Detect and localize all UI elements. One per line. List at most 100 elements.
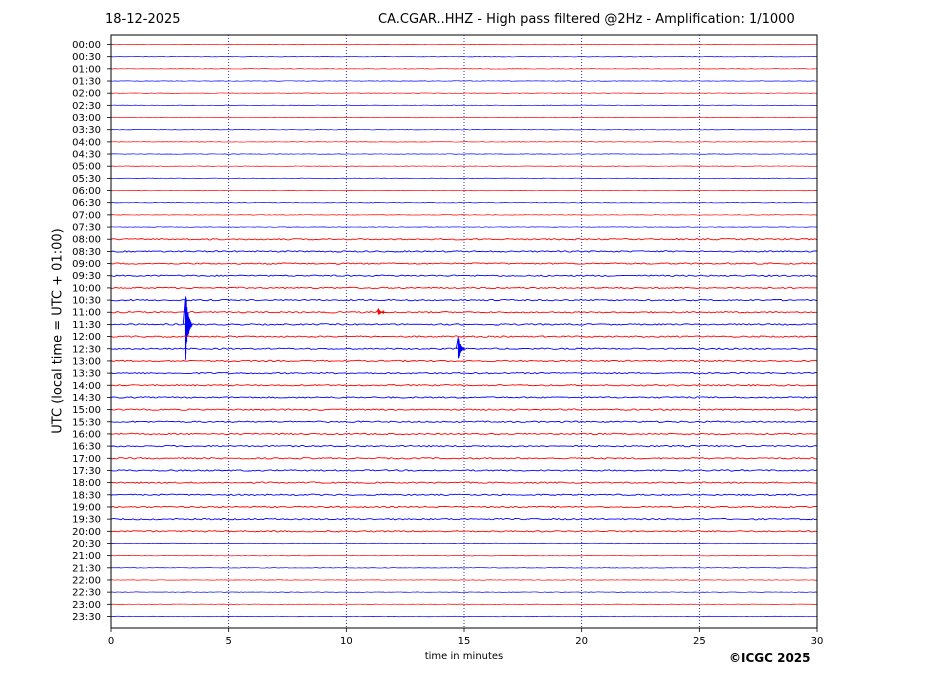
y-tick-label: 11:00: [72, 308, 101, 319]
trace-line: [110, 591, 818, 593]
y-tick-label: 00:00: [72, 40, 101, 51]
y-tick-label: 21:30: [72, 563, 101, 574]
y-tick-label: 03:00: [72, 113, 101, 124]
y-tick-label: 20:00: [72, 527, 101, 538]
y-tick-label: 14:00: [72, 381, 101, 392]
y-tick-label: 05:00: [72, 162, 101, 173]
y-tick-label: 17:30: [72, 466, 101, 477]
trace-line: [110, 68, 818, 70]
y-tick-label: 01:30: [72, 77, 101, 88]
trace-line: [110, 56, 818, 58]
x-tick-label: 0: [108, 636, 114, 647]
y-tick-label: 04:00: [72, 137, 101, 148]
y-tick-label: 17:00: [72, 454, 101, 465]
trace-line: [110, 226, 818, 228]
y-tick-label: 22:30: [72, 588, 101, 599]
y-tick-label: 23:30: [72, 612, 101, 623]
trace-line: [110, 116, 818, 119]
x-tick-label: 5: [225, 636, 231, 647]
trace-line: [110, 396, 818, 399]
plot-frame: [110, 34, 818, 629]
trace-line: [110, 202, 818, 204]
trace-line: [110, 189, 818, 192]
trace-line: [110, 469, 818, 472]
x-tick-label: 25: [693, 636, 706, 647]
y-tick-label: 06:00: [72, 186, 101, 197]
y-tick-label: 06:30: [72, 198, 101, 209]
trace-line: [110, 311, 818, 314]
y-tick-label: 10:30: [72, 296, 101, 307]
trace-line: [110, 323, 818, 326]
x-axis-label: time in minutes: [424, 651, 504, 662]
trace-line: [110, 555, 818, 557]
y-tick-label: 08:30: [72, 247, 101, 258]
trace-line: [110, 238, 818, 241]
trace-line: [110, 43, 818, 46]
y-tick-label: 23:00: [72, 600, 101, 611]
y-tick-label: 09:00: [72, 259, 101, 270]
y-tick-label: 02:00: [72, 89, 101, 100]
trace-line: [110, 493, 818, 497]
seismic-event-mark: [455, 337, 466, 359]
trace-line: [110, 505, 818, 509]
trace-line: [110, 80, 818, 82]
y-tick-label: 21:00: [72, 551, 101, 562]
y-tick-label: 08:00: [72, 235, 101, 246]
trace-line: [110, 165, 818, 167]
trace-line: [110, 408, 818, 411]
seismic-event-mark: [182, 296, 193, 360]
y-tick-label: 12:30: [72, 344, 101, 355]
y-tick-label: 05:30: [72, 174, 101, 185]
x-tick-label: 30: [811, 636, 824, 647]
trace-line: [110, 444, 818, 448]
trace-line: [110, 615, 818, 618]
y-tick-label: 19:30: [72, 515, 101, 526]
y-tick-label: 13:30: [72, 369, 101, 380]
y-tick-label: 20:30: [72, 539, 101, 550]
trace-line: [110, 262, 818, 265]
y-tick-label: 15:30: [72, 417, 101, 428]
y-tick-label: 11:30: [72, 320, 101, 331]
y-tick-label: 07:00: [72, 210, 101, 221]
chart-title: CA.CGAR..HHZ - High pass filtered @2Hz -…: [378, 12, 795, 27]
y-tick-label: 14:30: [72, 393, 101, 404]
trace-line: [110, 579, 818, 581]
trace-line: [110, 384, 818, 387]
trace-line: [110, 141, 818, 143]
y-tick-label: 03:30: [72, 125, 101, 136]
y-tick-label: 22:00: [72, 575, 101, 586]
trace-line: [110, 457, 818, 460]
trace-line: [110, 432, 818, 436]
y-tick-label: 02:30: [72, 101, 101, 112]
y-tick-label: 13:00: [72, 356, 101, 367]
copyright-label: ©ICGC 2025: [729, 651, 811, 665]
trace-line: [110, 517, 818, 521]
trace-line: [110, 129, 818, 131]
trace-line: [110, 274, 818, 277]
y-tick-label: 15:00: [72, 405, 101, 416]
x-tick-label: 20: [575, 636, 588, 647]
trace-line: [110, 104, 818, 106]
trace-line: [110, 214, 818, 216]
trace-line: [110, 481, 818, 484]
y-tick-label: 01:00: [72, 64, 101, 75]
trace-line: [110, 298, 818, 302]
trace-line: [110, 371, 818, 375]
seismic-event-mark: [375, 307, 386, 315]
date-label: 18-12-2025: [105, 12, 181, 27]
y-tick-label: 07:30: [72, 223, 101, 234]
trace-line: [110, 153, 818, 155]
y-tick-label: 16:30: [72, 442, 101, 453]
y-tick-label: 04:30: [72, 150, 101, 161]
x-tick-label: 10: [340, 636, 353, 647]
y-tick-label: 16:00: [72, 429, 101, 440]
y-tick-label: 19:00: [72, 502, 101, 513]
y-tick-label: 18:30: [72, 490, 101, 501]
trace-line: [110, 177, 818, 179]
trace-line: [110, 250, 818, 253]
trace-line: [111, 567, 818, 569]
trace-line: [110, 603, 818, 605]
y-tick-label: 12:00: [72, 332, 101, 343]
trace-line: [110, 359, 818, 363]
